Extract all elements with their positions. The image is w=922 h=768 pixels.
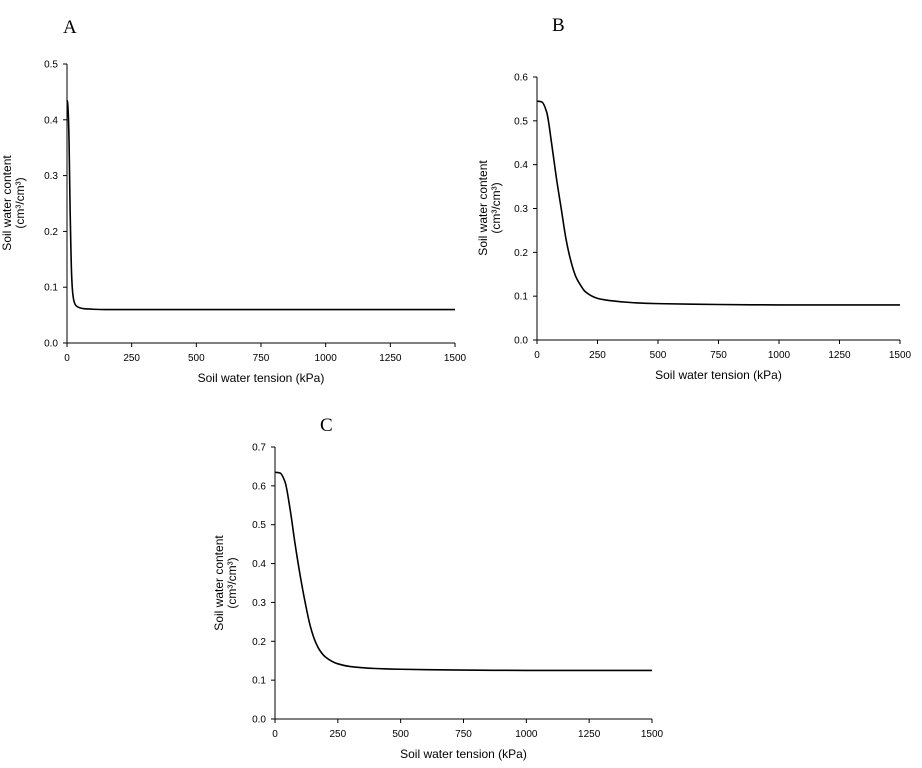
panel-a: A 0.0 0.1 0.2 0.3 0.4 0.5 0 250 500 750 1000 1250 150… — [0, 17, 467, 385]
retention-curve — [536, 100, 900, 306]
panel-letter: A — [63, 17, 77, 38]
y-tick-label: 0.4 — [44, 115, 58, 126]
y-axis-title-line: (cm³/cm³) — [13, 177, 27, 228]
panel-b: B 0.0 0.1 0.2 0.3 0.4 0.5 0.6 0 250 500 750 1000 1250… — [476, 15, 912, 382]
y-tick-label: 0.1 — [514, 292, 528, 303]
x-tick-label: 1000 — [768, 350, 791, 361]
x-tick-label: 750 — [253, 353, 270, 364]
x-tick-label: 250 — [329, 729, 346, 740]
x-axis-title: Soil water tension (kPa) — [400, 747, 527, 761]
x-tick-label: 1250 — [578, 729, 601, 740]
panel-c: C 0.0 0.1 0.2 0.3 0.4 0.5 0.6 0.7 0 250 500 750 1000 1… — [212, 415, 664, 761]
x-tick-label: 1000 — [515, 729, 538, 740]
y-tick-label: 0.2 — [252, 637, 266, 648]
y-tick-label: 0.5 — [44, 60, 58, 71]
x-tick-label: 1250 — [379, 353, 402, 364]
y-tick-label: 0.3 — [44, 171, 58, 182]
x-tick-label: 250 — [123, 353, 140, 364]
y-axis-title: Soil water content(cm³/cm³) — [0, 155, 27, 251]
y-tick-label: 0.2 — [44, 227, 58, 238]
x-axis-title: Soil water tension (kPa) — [198, 371, 325, 385]
x-tick-label: 500 — [650, 350, 667, 361]
y-axis-title: Soil water content(cm³/cm³) — [476, 160, 503, 256]
y-tick-label: 0.5 — [252, 520, 266, 531]
y-tick-label: 0.0 — [44, 339, 58, 350]
y-tick-label: 0.2 — [514, 248, 528, 259]
y-tick-label: 0.1 — [252, 676, 266, 687]
y-tick-label: 0.6 — [252, 481, 266, 492]
y-tick-label: 0.0 — [252, 715, 266, 726]
panel-letter: C — [320, 415, 333, 436]
y-axis-title-line: Soil water content — [0, 155, 14, 251]
x-tick-label: 750 — [455, 729, 472, 740]
x-tick-label: 0 — [272, 729, 278, 740]
y-axis-title-line: (cm³/cm³) — [225, 557, 239, 608]
x-tick-label: 500 — [392, 729, 409, 740]
x-tick-label: 1000 — [315, 353, 338, 364]
y-tick-label: 0.3 — [252, 598, 266, 609]
x-axis-title: Soil water tension (kPa) — [655, 368, 782, 382]
y-axis-title-line: (cm³/cm³) — [489, 182, 503, 233]
x-tick-label: 1250 — [828, 350, 851, 361]
x-tick-label: 1500 — [444, 353, 467, 364]
y-tick-label: 0.4 — [514, 160, 528, 171]
panel-letter: B — [552, 15, 565, 36]
y-tick-label: 0.3 — [514, 204, 528, 215]
x-tick-label: 250 — [589, 350, 606, 361]
x-tick-label: 0 — [64, 353, 70, 364]
x-tick-label: 0 — [534, 350, 540, 361]
y-tick-label: 0.7 — [252, 443, 266, 454]
x-tick-label: 1500 — [889, 350, 912, 361]
y-tick-label: 0.1 — [44, 283, 58, 294]
y-axis-title-line: Soil water content — [212, 535, 226, 631]
y-tick-label: 0.4 — [252, 559, 266, 570]
retention-curve — [66, 100, 455, 311]
x-tick-label: 1500 — [641, 729, 664, 740]
x-tick-label: 500 — [188, 353, 205, 364]
retention-curve — [274, 471, 652, 672]
y-axis-title-line: Soil water content — [476, 160, 490, 256]
y-tick-label: 0.6 — [514, 73, 528, 84]
y-tick-label: 0.5 — [514, 116, 528, 127]
y-axis-title: Soil water content(cm³/cm³) — [212, 535, 239, 631]
y-tick-label: 0.0 — [514, 336, 528, 347]
x-tick-label: 750 — [710, 350, 727, 361]
